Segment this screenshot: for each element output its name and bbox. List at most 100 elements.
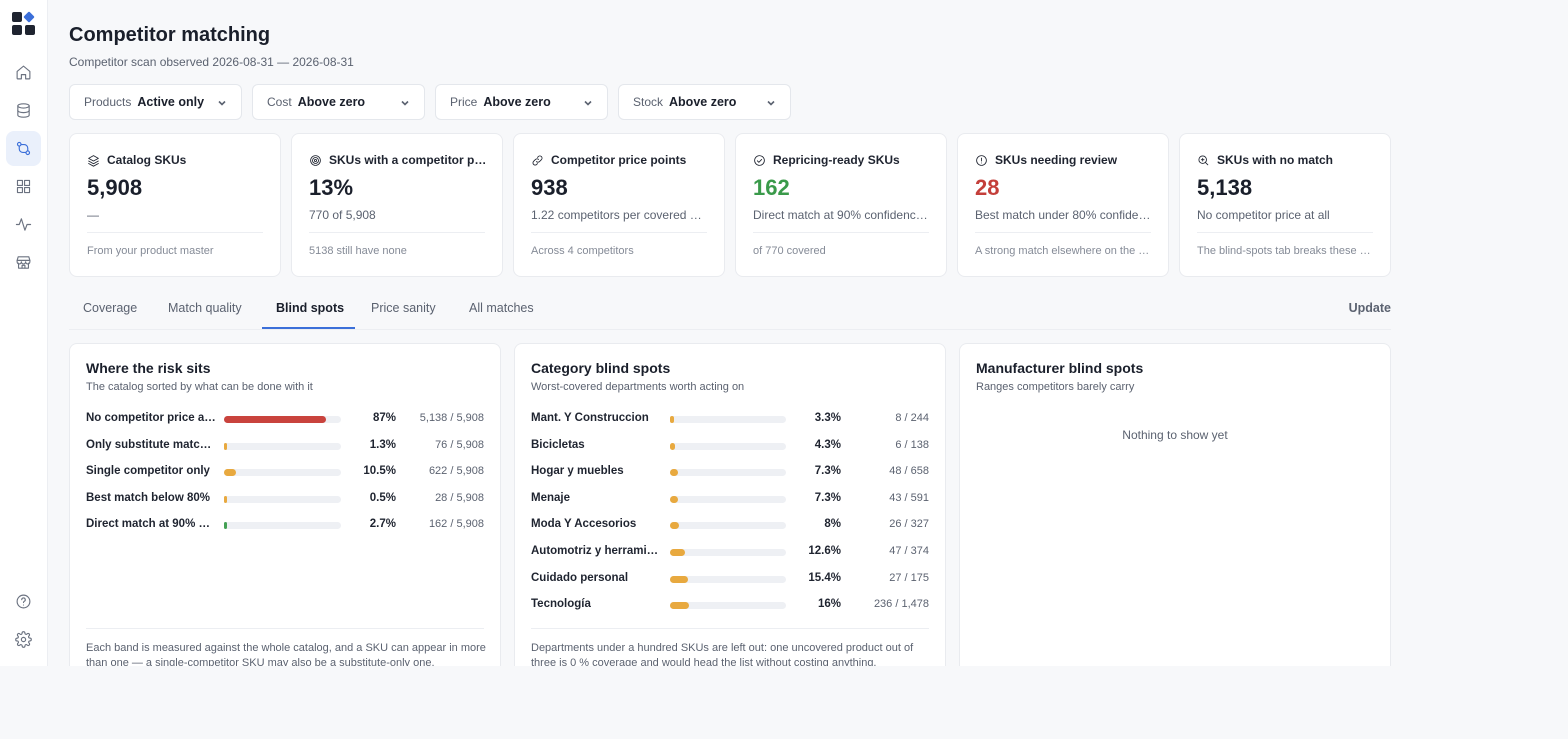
divider [753, 232, 929, 233]
sidebar [0, 0, 48, 666]
bar-count: 47 / 374 [889, 545, 929, 557]
panel-title: Manufacturer blind spots [976, 360, 1144, 376]
panel-title: Category blind spots [531, 360, 671, 376]
tab-coverage[interactable]: Coverage [83, 301, 138, 315]
bar-track [224, 442, 341, 450]
bar-row: Mant. Y Construccion 3.3% 8 / 244 [531, 410, 929, 428]
bar-label: Mant. Y Construccion [531, 412, 649, 424]
risk-panel: Where the risk sits The catalog sorted b… [69, 343, 501, 666]
bar-percent: 7.3% [814, 491, 841, 504]
bar-fill [670, 442, 675, 450]
kpi-footer: A strong match elsewhere on the page [975, 245, 1153, 257]
bar-track [224, 495, 341, 503]
bar-track [224, 469, 341, 477]
panel-subtitle: The catalog sorted by what can be done w… [86, 381, 313, 393]
nav-matching[interactable] [6, 131, 41, 166]
divider [531, 232, 707, 233]
kpi-card-no-match: SKUs with no match 5,138 No competitor p… [1179, 133, 1391, 277]
tab-price-sanity[interactable]: Price sanity [371, 301, 436, 315]
panel-title: Where the risk sits [86, 360, 211, 376]
panel-subtitle: Ranges competitors barely carry [976, 381, 1135, 393]
bar-label: Bicicletas [531, 438, 585, 451]
matching-icon [16, 141, 31, 156]
bar-percent: 4.3% [814, 438, 841, 451]
layers-icon [88, 154, 99, 167]
help-icon [16, 594, 31, 609]
bar-label: Menaje [531, 491, 570, 504]
bar-fill [224, 416, 326, 423]
filter-products[interactable]: Products Active only [69, 84, 242, 120]
bar-row: Best match below 80% 0.5% 28 / 5,908 [86, 490, 484, 508]
kpi-value: 162 [753, 175, 790, 200]
bar-row: Single competitor only 10.5% 622 / 5,908 [86, 463, 484, 481]
page-title: Competitor matching [69, 24, 271, 46]
filter-price[interactable]: Price Above zero [435, 84, 608, 120]
nav-activity[interactable] [6, 207, 41, 242]
bar-track [670, 602, 786, 610]
kpi-title: Catalog SKUs [107, 153, 187, 167]
bar-track [670, 495, 786, 503]
bar-count: 48 / 658 [889, 465, 929, 478]
nav-help[interactable] [6, 584, 41, 619]
filter-label: Cost [267, 95, 292, 109]
nav-home[interactable] [6, 55, 41, 90]
divider [86, 628, 484, 629]
bar-row: Automotriz y herramientas 12.6% 47 / 374 [531, 543, 929, 561]
bar-track [670, 522, 786, 530]
bar-count: 28 / 5,908 [435, 491, 484, 504]
filter-stock[interactable]: Stock Above zero [618, 84, 791, 120]
active-tab-indicator [262, 327, 355, 329]
filter-value: Active only [137, 95, 205, 109]
bar-count: 27 / 175 [889, 571, 929, 584]
bar-percent: 3.3% [814, 412, 841, 424]
kpi-value: 28 [975, 175, 1000, 200]
panel-note: Departments under a hundred SKUs are lef… [531, 642, 914, 666]
bar-track [670, 549, 786, 556]
nav-database[interactable] [6, 93, 41, 128]
filter-label: Stock [633, 95, 664, 109]
kpi-footer: of 770 covered [753, 245, 826, 257]
settings-icon [15, 631, 32, 648]
kpi-footer: From your product master [87, 245, 214, 257]
bar-track [224, 522, 341, 530]
bar-label: Only substitute matches [86, 438, 216, 451]
kpi-card-price-points: Competitor price points 938 1.22 competi… [513, 133, 725, 277]
tab-all-matches[interactable]: All matches [469, 301, 534, 315]
update-button[interactable]: Update [1348, 301, 1391, 315]
kpi-card-competitor-coverage: SKUs with a competitor price 13% 770 of … [291, 133, 503, 277]
bar-row: Cuidado personal 15.4% 27 / 175 [531, 570, 929, 588]
bar-fill [224, 495, 227, 503]
filter-label: Price [450, 95, 478, 109]
bar-row: Only substitute matches 1.3% 76 / 5,908 [86, 437, 484, 455]
kpi-card-catalog-skus: Catalog SKUs 5,908 — From your product m… [69, 133, 281, 277]
bar-row: Moda Y Accesorios 8% 26 / 327 [531, 516, 929, 534]
bar-count: 76 / 5,908 [435, 438, 484, 451]
bar-percent: 87% [372, 412, 396, 424]
nav-store[interactable] [6, 245, 41, 280]
target-icon [310, 154, 321, 166]
nav-grid[interactable] [6, 169, 41, 204]
tab-blind-spots[interactable]: Blind spots [276, 301, 345, 315]
bar-row: Direct match at 90% or above 2.7% 162 / 5,… [86, 516, 484, 534]
bar-label: Cuidado personal [531, 571, 629, 584]
empty-state: Nothing to show yet [1122, 428, 1228, 442]
nav-settings[interactable] [6, 622, 41, 657]
kpi-value: 938 [531, 175, 568, 200]
bar-fill [670, 469, 679, 477]
filter-value: Above zero [297, 95, 366, 109]
chevron-down-icon [400, 97, 410, 107]
category-panel: Category blind spots Worst-covered depar… [514, 343, 946, 666]
bar-fill [224, 442, 227, 450]
page-subtitle: Competitor scan observed 2026-08-31 — 20… [69, 55, 354, 69]
filter-cost[interactable]: Cost Above zero [252, 84, 425, 120]
app-logo[interactable] [12, 11, 36, 36]
bar-label: Automotriz y herramientas [531, 545, 663, 557]
chevron-down-icon [766, 97, 776, 107]
bar-label: Direct match at 90% or above [86, 518, 216, 531]
bar-percent: 0.5% [369, 491, 396, 504]
bar-fill [224, 469, 237, 477]
bar-label: Tecnología [531, 598, 591, 611]
bar-percent: 1.3% [369, 438, 396, 451]
tab-match-quality[interactable]: Match quality [168, 301, 242, 315]
kpi-detail: 770 of 5,908 [309, 208, 376, 222]
